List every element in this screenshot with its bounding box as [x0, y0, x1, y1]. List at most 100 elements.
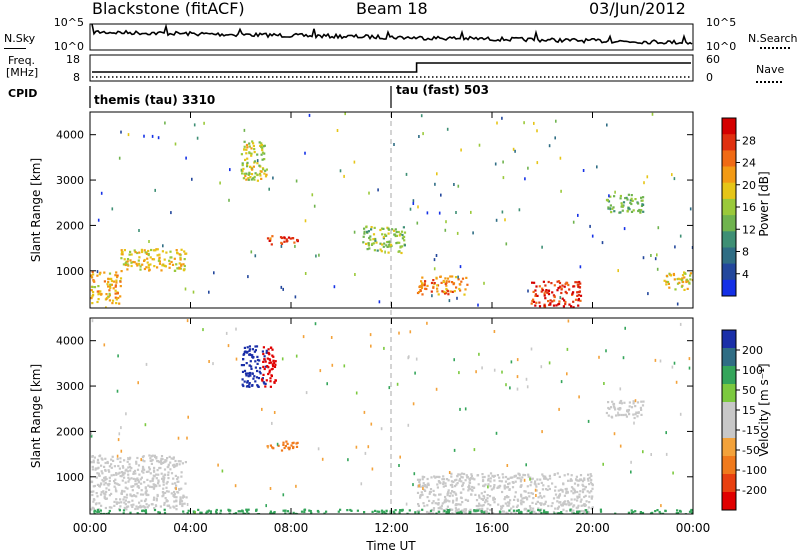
heatmap-cell — [464, 498, 467, 501]
heatmap-cell — [544, 290, 547, 293]
heatmap-cell — [402, 226, 405, 229]
heatmap-cell — [305, 391, 308, 395]
heatmap-cell — [510, 507, 513, 510]
heatmap-cell — [137, 381, 139, 385]
heatmap-cell — [437, 502, 440, 505]
heatmap-cell — [555, 119, 557, 123]
heatmap-cell — [478, 507, 481, 511]
heatmap-cell — [117, 472, 120, 475]
heatmap-cell — [370, 226, 373, 229]
heatmap-cell — [97, 461, 100, 464]
heatmap-cell — [304, 219, 307, 223]
heatmap-cell — [113, 500, 116, 503]
heatmap-cell — [613, 432, 616, 436]
heatmap-cell — [127, 457, 129, 460]
heatmap-cell — [468, 481, 471, 484]
heatmap-cell — [113, 480, 116, 483]
heatmap-cell — [421, 283, 424, 286]
heatmap-cell — [134, 251, 137, 254]
heatmap-cell — [98, 508, 101, 511]
heatmap-cell — [547, 280, 550, 284]
heatmap-cell — [543, 495, 546, 498]
heatmap-cell — [646, 175, 649, 179]
heatmap-cell — [440, 504, 443, 507]
heatmap-cell — [172, 494, 175, 497]
heatmap-cell — [525, 377, 528, 381]
heatmap-cell — [561, 297, 564, 300]
heatmap-cell — [246, 510, 249, 513]
heatmap-cell — [435, 512, 438, 514]
heatmap-cell — [632, 510, 635, 514]
heatmap-cell — [665, 283, 668, 286]
heatmap-cell — [171, 482, 174, 485]
heatmap-cell — [451, 483, 454, 486]
heatmap-cell — [166, 480, 169, 484]
heatmap-cell — [264, 382, 267, 385]
heatmap-cell — [660, 504, 662, 508]
heatmap-cell — [99, 512, 103, 514]
heatmap-cell — [164, 121, 166, 125]
heatmap-cell — [269, 510, 272, 513]
heatmap-cell — [154, 483, 157, 487]
heatmap-cell — [532, 497, 535, 500]
heatmap-cell — [362, 241, 365, 244]
heatmap-cell — [420, 114, 423, 118]
heatmap-cell — [343, 364, 346, 368]
beam-label: Beam 18 — [356, 0, 428, 18]
heatmap-cell — [397, 250, 400, 253]
heatmap-cell — [215, 512, 218, 514]
heatmap-cell — [160, 472, 163, 475]
heatmap-cell — [145, 266, 148, 269]
heatmap-cell — [441, 478, 444, 481]
heatmap-cell — [172, 457, 175, 460]
heatmap-cell — [248, 373, 251, 376]
heatmap-cell — [516, 477, 519, 480]
heatmap-cell — [121, 479, 124, 482]
heatmap-cell — [399, 509, 402, 512]
heatmap-cell — [103, 495, 106, 498]
heatmap-cell — [640, 400, 643, 403]
heatmap-cell — [246, 146, 249, 149]
heatmap-cell — [576, 506, 580, 509]
heatmap-cell — [271, 354, 274, 357]
heatmap-cell — [395, 230, 398, 234]
heatmap-cell — [424, 280, 427, 283]
heatmap-cell — [166, 457, 169, 460]
heatmap-cell — [123, 249, 126, 252]
heatmap-cell — [219, 181, 221, 185]
heatmap-cell — [94, 467, 97, 470]
heatmap-cell — [520, 493, 523, 496]
heatmap-cell — [123, 476, 126, 479]
heatmap-cell — [110, 474, 113, 477]
heatmap-cell — [443, 478, 446, 481]
heatmap-cell — [560, 189, 562, 193]
heatmap-cell — [269, 385, 272, 388]
heatmap-cell — [639, 210, 642, 213]
heatmap-cell — [245, 172, 248, 175]
heatmap-cell — [97, 290, 100, 293]
heatmap-cell — [582, 484, 585, 488]
heatmap-cell — [681, 274, 685, 277]
heatmap-cell — [561, 504, 564, 507]
heatmap-cell — [453, 448, 456, 452]
heatmap-cell — [92, 291, 95, 294]
heatmap-cell — [304, 151, 306, 155]
heatmap-cell — [95, 502, 98, 505]
heatmap-cell — [454, 510, 458, 513]
heatmap-cell — [287, 236, 291, 239]
heatmap-cell — [574, 298, 578, 301]
heatmap-cell — [289, 237, 292, 240]
heatmap-cell — [150, 503, 153, 506]
heatmap-cell — [173, 495, 176, 499]
heatmap-cell — [119, 280, 122, 283]
heatmap-cell — [581, 483, 584, 486]
heatmap-cell — [179, 460, 182, 463]
heatmap-cell — [665, 452, 668, 456]
heatmap-cell — [569, 479, 572, 482]
heatmap-cell — [527, 491, 530, 495]
heatmap-cell — [136, 456, 139, 460]
heatmap-cell — [489, 472, 493, 475]
heatmap-cell — [510, 360, 513, 364]
heatmap-cell — [167, 473, 170, 477]
heatmap-cell — [295, 354, 298, 358]
